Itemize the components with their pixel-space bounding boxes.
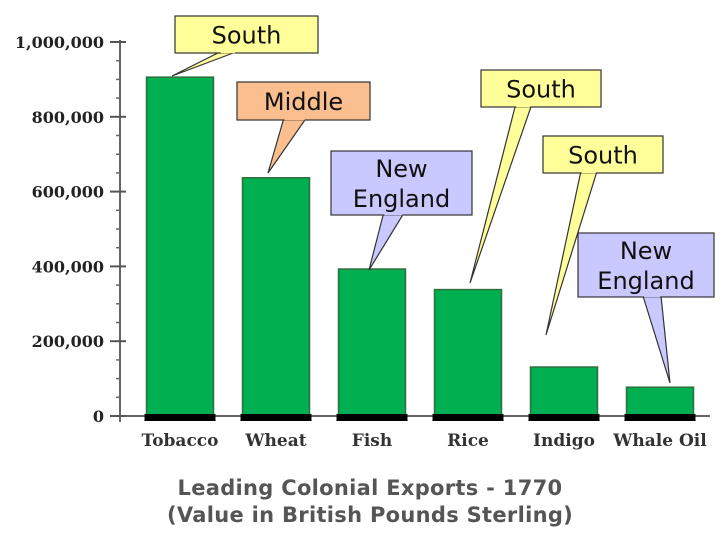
bar: [433, 288, 503, 417]
bar: [241, 177, 311, 417]
category-label: Tobacco: [142, 431, 219, 451]
category-label: Rice: [447, 431, 489, 451]
bar-chart: 0 200,000 400,000 600,000 800,000 1,000,000 T…: [15, 15, 715, 451]
callout: South: [469, 69, 602, 284]
category-label: Wheat: [244, 431, 306, 451]
callout-label: South: [568, 142, 638, 170]
callout-box: [236, 81, 371, 121]
callout-box: [330, 150, 473, 216]
bar-base: [624, 414, 696, 421]
bar: [145, 76, 215, 417]
bar: [625, 386, 695, 417]
callout-label: New: [375, 155, 427, 183]
y-tick-label: 1,000,000: [15, 33, 104, 52]
category-label: Indigo: [533, 431, 595, 451]
callout: Middle: [236, 81, 371, 174]
y-tick-label: 400,000: [32, 257, 104, 276]
callout-box: [577, 232, 715, 298]
callout-pointer: [267, 118, 307, 174]
callout-box: [542, 135, 664, 174]
bar-base: [432, 414, 504, 421]
callout-box: [480, 69, 602, 108]
callout-pointer: [171, 51, 237, 77]
callout-label: England: [353, 185, 450, 213]
chart-title: Leading Colonial Exports - 1770: [177, 476, 563, 500]
callout: South: [542, 135, 664, 336]
bar-base: [336, 414, 408, 421]
callout-label: South: [506, 76, 576, 104]
bar-base: [144, 414, 216, 421]
bar: [529, 366, 599, 417]
callout-pointer: [368, 213, 405, 271]
callout-label: Middle: [264, 88, 343, 116]
chart-subtitle: (Value in British Pounds Sterling): [166, 503, 574, 527]
category-label: Fish: [352, 431, 392, 451]
callout-pointer: [469, 105, 533, 284]
y-tick-label: 0: [93, 407, 104, 426]
callout-label: England: [597, 267, 694, 295]
y-tick-label: 800,000: [32, 108, 104, 127]
category-label: Whale Oil: [612, 431, 707, 451]
bar-base: [240, 414, 312, 421]
bar: [337, 268, 407, 417]
y-tick-label: 200,000: [32, 332, 104, 351]
callout-label: South: [212, 22, 282, 50]
callout-label: New: [620, 237, 672, 265]
callout-pointer: [642, 295, 671, 384]
callout-box: [174, 15, 319, 54]
y-tick-label: 600,000: [32, 183, 104, 202]
callout: South: [171, 15, 319, 77]
bar-base: [528, 414, 600, 421]
